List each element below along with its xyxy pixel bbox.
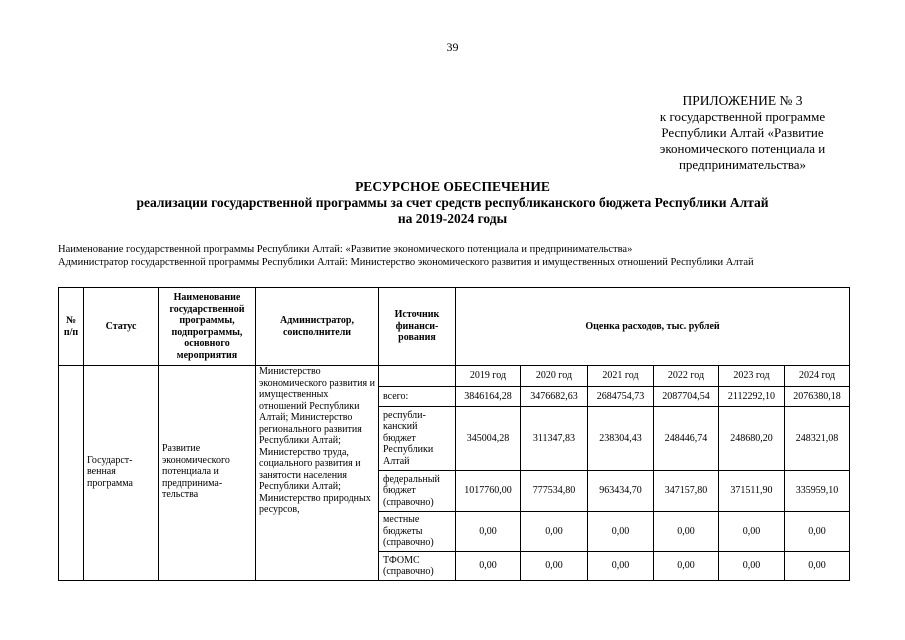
header-admin: Администратор, соисполнители — [255, 287, 379, 366]
value-cell: 347157,80 — [653, 470, 719, 512]
value-cell: 248680,20 — [718, 406, 785, 471]
status-text: Государст-венная программа — [87, 454, 133, 489]
year-header: 2021 год — [587, 365, 654, 387]
cell-status: Государст-венная программа — [83, 365, 159, 581]
years-row: Государст-венная программа Развитие экон… — [58, 365, 851, 581]
value-cell: 2087704,54 — [653, 386, 719, 407]
header-name: Наименование государственной программы, … — [158, 287, 256, 366]
value-cell: 0,00 — [520, 511, 588, 552]
source-cell: всего: — [378, 386, 456, 407]
source-cell: ТФОМС (справочно) — [378, 551, 456, 581]
value-cell: 0,00 — [718, 511, 785, 552]
value-cell: 1017760,00 — [455, 470, 521, 512]
value-cell: 0,00 — [653, 511, 719, 552]
table-row: ТФОМС (справочно) 0,00 0,00 0,00 0,00 0,… — [59, 551, 851, 581]
value-cell: 248321,08 — [783, 406, 851, 471]
appendix-note: ПРИЛОЖЕНИЕ № 3 к государственной програм… — [640, 93, 845, 173]
year-header: 2022 год — [653, 365, 719, 387]
value-cell: 335959,10 — [783, 470, 851, 512]
header-num: № п/п — [58, 287, 84, 366]
year-header: 2019 год — [455, 365, 521, 387]
value-cell: 777534,80 — [520, 470, 588, 512]
value-cell: 2112292,10 — [718, 386, 785, 407]
header-status: Статус — [83, 287, 159, 366]
value-cell: 0,00 — [455, 511, 521, 552]
name-text: Развитие экономического потенциала и пре… — [162, 443, 230, 501]
source-cell: республи-канский бюджет Республики Алтай — [378, 406, 456, 471]
appendix-line: Республики Алтай «Развитие — [661, 125, 824, 140]
value-cell: 0,00 — [718, 551, 785, 581]
value-cell: 371511,90 — [718, 470, 785, 512]
cell-name: Развитие экономического потенциала и пре… — [158, 365, 256, 581]
source-cell: местные бюджеты (справочно) — [378, 511, 456, 552]
admin-text: Министерство экономического развития и и… — [259, 366, 375, 516]
value-cell: 0,00 — [455, 551, 521, 581]
table-row: всего: 3846164,28 3476682,63 2684754,73 … — [59, 386, 851, 407]
value-cell: 0,00 — [783, 511, 851, 552]
table-row: республи-канский бюджет Республики Алтай… — [59, 406, 851, 471]
program-info: Наименование государственной программы Р… — [58, 244, 858, 269]
source-cell: федеральный бюджет (справочно) — [378, 470, 456, 512]
cell-admin: Министерство экономического развития и и… — [255, 365, 379, 581]
table-row: федеральный бюджет (справочно) 1017760,0… — [59, 470, 851, 512]
header-row: № п/п Статус Наименование государственно… — [58, 287, 851, 366]
value-cell: 0,00 — [587, 551, 654, 581]
value-cell: 248446,74 — [653, 406, 719, 471]
administrator-line: Администратор государственной программы … — [58, 256, 754, 268]
cell-empty — [378, 365, 456, 387]
appendix-line: экономического потенциала и — [659, 141, 826, 156]
program-name-line: Наименование государственной программы Р… — [58, 244, 633, 255]
cell-num — [58, 365, 84, 581]
table-row: местные бюджеты (справочно) 0,00 0,00 0,… — [59, 511, 851, 552]
value-cell: 2684754,73 — [587, 386, 654, 407]
year-header: 2020 год — [520, 365, 588, 387]
title-line: реализации государственной программы за … — [136, 195, 769, 210]
header-source: Источник финанси-рования — [378, 287, 456, 366]
year-header: 2024 год — [783, 365, 851, 387]
appendix-line: ПРИЛОЖЕНИЕ № 3 — [682, 93, 803, 108]
document-title: РЕСУРСНОЕ ОБЕСПЕЧЕНИЕ реализации государ… — [0, 179, 905, 227]
value-cell: 0,00 — [783, 551, 851, 581]
value-cell: 0,00 — [520, 551, 588, 581]
value-cell: 963434,70 — [587, 470, 654, 512]
value-cell: 0,00 — [587, 511, 654, 552]
value-cell: 0,00 — [653, 551, 719, 581]
value-cell: 345004,28 — [455, 406, 521, 471]
year-header: 2023 год — [718, 365, 785, 387]
title-line: на 2019-2024 годы — [397, 211, 508, 226]
page-number: 39 — [446, 40, 459, 54]
title-line: РЕСУРСНОЕ ОБЕСПЕЧЕНИЕ — [355, 179, 550, 194]
value-cell: 3846164,28 — [455, 386, 521, 407]
value-cell: 311347,83 — [520, 406, 588, 471]
value-cell: 238304,43 — [587, 406, 654, 471]
value-cell: 2076380,18 — [783, 386, 851, 407]
appendix-line: предпринимательства» — [678, 157, 807, 172]
value-cell: 3476682,63 — [520, 386, 588, 407]
appendix-line: к государственной программе — [659, 109, 826, 124]
resource-table: № п/п Статус Наименование государственно… — [58, 287, 851, 581]
header-costs: Оценка расходов, тыс. рублей — [454, 287, 851, 366]
